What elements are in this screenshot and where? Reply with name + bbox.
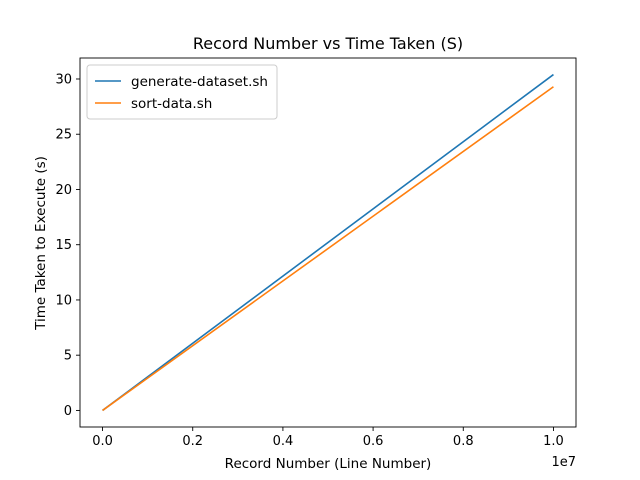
y-tick-label: 25 xyxy=(55,128,72,143)
x-tick-label: 0.2 xyxy=(182,434,203,449)
x-tick-label: 0.8 xyxy=(453,434,474,449)
legend: generate-dataset.sh sort-data.sh xyxy=(86,64,278,120)
y-tick-label: 15 xyxy=(55,238,72,253)
x-tick-label: 0.0 xyxy=(92,434,113,449)
legend-entry: generate-dataset.sh xyxy=(131,74,268,90)
y-tick-label: 0 xyxy=(64,404,72,419)
y-tick-label: 30 xyxy=(55,72,72,87)
y-tick-label: 10 xyxy=(55,293,72,308)
series-line-1 xyxy=(102,73,554,412)
legend-entry: sort-data.sh xyxy=(131,96,212,112)
series-line-2 xyxy=(102,86,554,412)
legend-box xyxy=(86,64,278,120)
x-axis-offset-label: 1e7 xyxy=(551,455,576,470)
y-axis-label: Time Taken to Execute (s) xyxy=(33,156,49,331)
y-tick-label: 20 xyxy=(55,183,72,198)
x-tick-label: 0.4 xyxy=(273,434,294,449)
plot-area xyxy=(79,57,577,428)
chart-title: Record Number vs Time Taken (S) xyxy=(193,34,463,53)
y-tick-label: 5 xyxy=(64,349,72,364)
x-axis: 0.0 0.2 0.4 0.6 0.8 1.0 xyxy=(92,427,564,449)
x-tick-label: 0.6 xyxy=(363,434,384,449)
x-axis-label: Record Number (Line Number) xyxy=(225,456,432,472)
x-tick-label: 1.0 xyxy=(543,434,564,449)
y-axis: 0 5 10 15 20 25 30 xyxy=(55,72,80,419)
axes-frame xyxy=(79,57,577,428)
